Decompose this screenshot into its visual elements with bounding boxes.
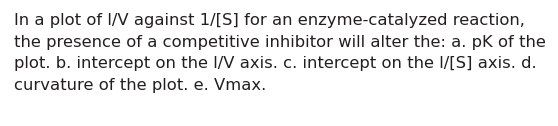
Text: In a plot of l/V against 1/[S] for an enzyme-catalyzed reaction,
the presence of: In a plot of l/V against 1/[S] for an en… bbox=[14, 13, 546, 93]
